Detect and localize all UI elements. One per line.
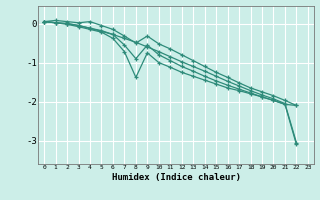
X-axis label: Humidex (Indice chaleur): Humidex (Indice chaleur) — [111, 173, 241, 182]
